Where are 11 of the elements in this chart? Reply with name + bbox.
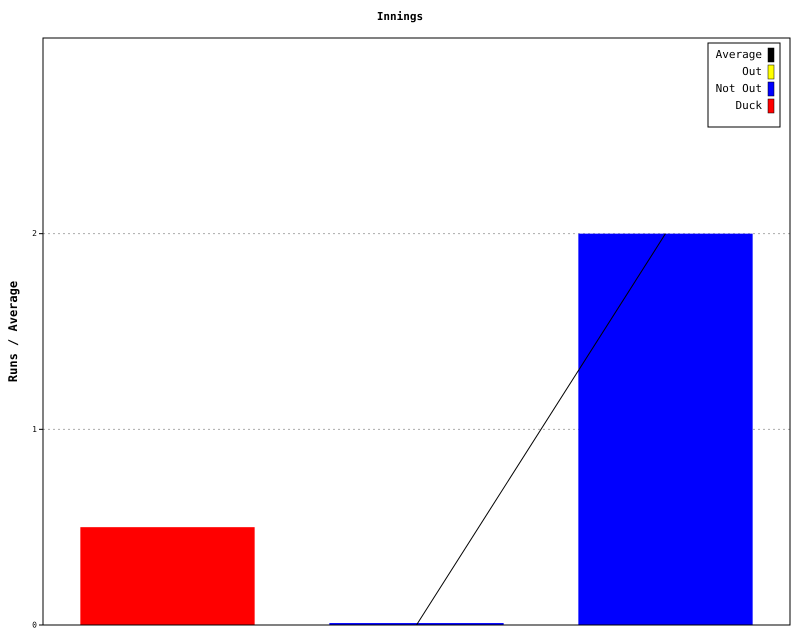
bar xyxy=(578,234,753,625)
legend-label: Not Out xyxy=(716,82,762,95)
y-tick-label: 2 xyxy=(32,229,38,238)
legend-label: Out xyxy=(742,65,762,78)
y-tick-label: 1 xyxy=(32,424,38,434)
legend-label: Duck xyxy=(736,99,762,112)
y-axis-title: Runs / Average xyxy=(6,280,20,382)
legend-label: Average xyxy=(716,48,762,61)
chart-title: Innings xyxy=(376,10,424,23)
bar xyxy=(80,527,255,625)
y-tick-label: 0 xyxy=(32,620,38,630)
